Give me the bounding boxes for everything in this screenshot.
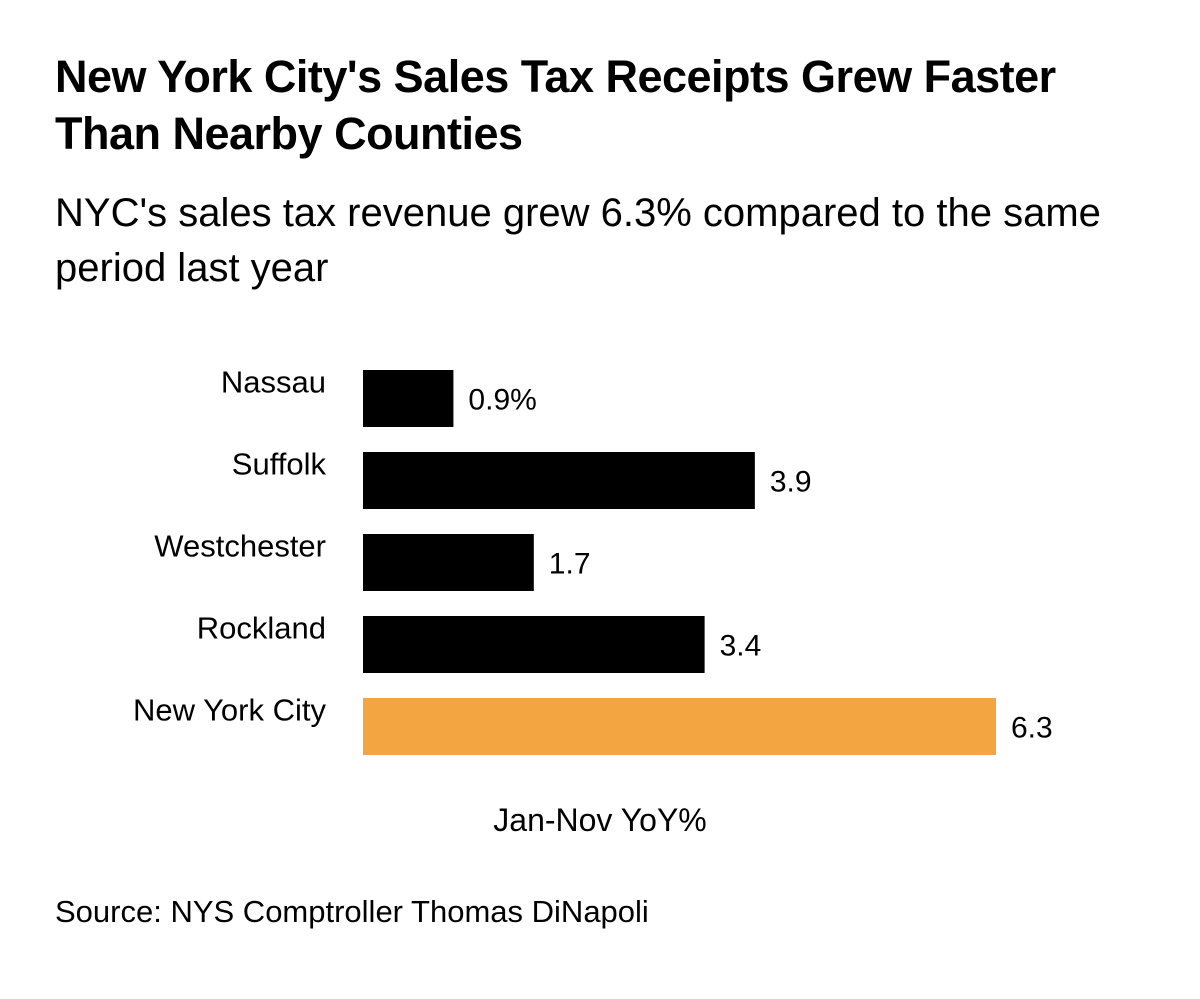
bar [363, 698, 996, 755]
chart-title: New York City's Sales Tax Receipts Grew … [55, 51, 1056, 159]
category-label: Suffolk [232, 447, 327, 482]
bar-value-label: 0.9% [468, 384, 536, 417]
bar [363, 452, 755, 509]
bar-chart: Nassau 0.9% Suffolk 3.9 Westchester 1.7 Rockla… [133, 365, 1053, 839]
category-label: Rockland [197, 611, 326, 646]
chart-subtitle: NYC's sales tax revenue grew 6.3% compar… [55, 191, 1101, 290]
bar [363, 370, 454, 427]
bar-value-label: 6.3 [1011, 712, 1053, 745]
category-label: Nassau [221, 365, 326, 400]
bars-group: Nassau 0.9% Suffolk 3.9 Westchester 1.7 Rockla… [133, 365, 1053, 755]
category-label: Westchester [154, 529, 326, 564]
category-label: New York City [133, 693, 326, 728]
bar-value-label: 3.4 [720, 630, 762, 663]
bar-value-label: 3.9 [770, 466, 812, 499]
bar-value-label: 1.7 [549, 548, 591, 581]
x-axis-label: Jan-Nov YoY% [493, 802, 706, 838]
source-note: Source: NYS Comptroller Thomas DiNapoli [55, 894, 649, 929]
bar [363, 534, 534, 591]
bar [363, 616, 705, 673]
